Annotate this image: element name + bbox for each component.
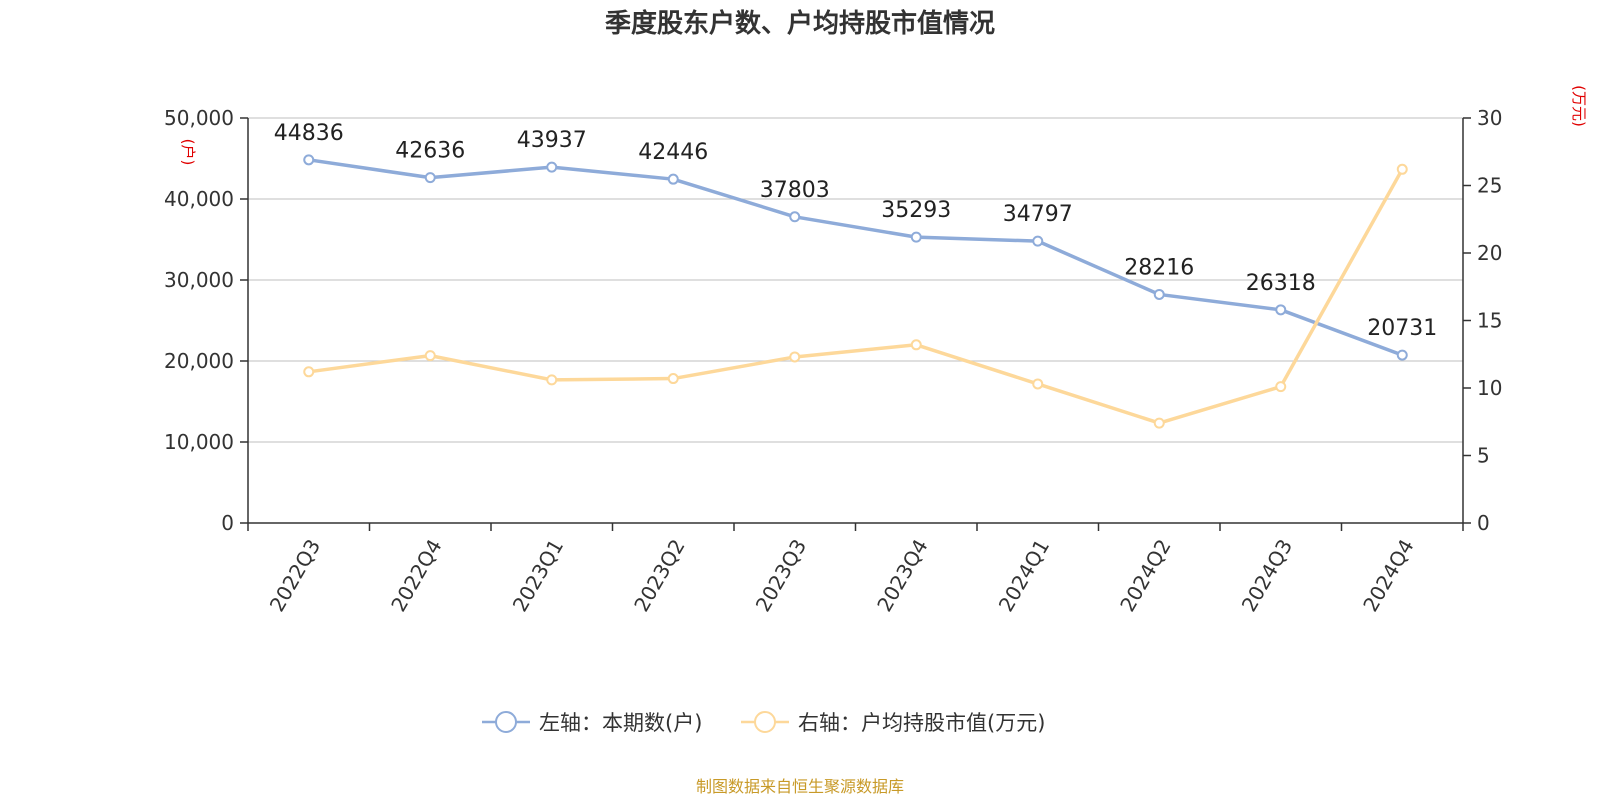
holders-point bbox=[789, 211, 801, 223]
left-tick-label: 20,000 bbox=[164, 349, 234, 373]
market-value-point bbox=[303, 366, 315, 378]
legend-marker-icon bbox=[754, 711, 776, 733]
left-tick-label: 30,000 bbox=[164, 268, 234, 292]
x-tick-label: 2024Q3 bbox=[1237, 535, 1297, 616]
data-label: 34797 bbox=[1003, 202, 1073, 227]
x-tick-label: 2023Q3 bbox=[751, 535, 811, 616]
left-tick-label: 10,000 bbox=[164, 430, 234, 454]
market-value-point bbox=[424, 350, 436, 362]
right-tick-label: 10 bbox=[1477, 376, 1502, 400]
legend-marker-icon bbox=[495, 711, 517, 733]
data-label: 42446 bbox=[638, 140, 708, 165]
left-tick-label: 40,000 bbox=[164, 187, 234, 211]
data-label: 26318 bbox=[1246, 271, 1316, 296]
legend-item-market-value[interactable]: 右轴：户均持股市值(万元) bbox=[741, 711, 1045, 735]
market-value-point bbox=[1396, 163, 1408, 175]
left-tick-label: 0 bbox=[221, 511, 234, 535]
data-label: 43937 bbox=[517, 128, 587, 153]
x-tick-label: 2023Q4 bbox=[872, 535, 932, 616]
right-tick-label: 5 bbox=[1477, 444, 1490, 468]
x-tick-label: 2023Q1 bbox=[508, 535, 568, 616]
right-tick-label: 0 bbox=[1477, 511, 1490, 535]
data-label: 44836 bbox=[274, 121, 344, 146]
holders-point bbox=[546, 161, 558, 173]
right-tick-label: 15 bbox=[1477, 309, 1502, 333]
holders-point bbox=[1275, 304, 1287, 316]
data-label: 37803 bbox=[760, 178, 830, 203]
series-line-holders bbox=[308, 158, 1403, 357]
x-tick-label: 2022Q4 bbox=[386, 535, 446, 616]
market-value-point bbox=[667, 373, 679, 385]
right-axis-unit: (万元) bbox=[1570, 85, 1588, 127]
market-value-point bbox=[789, 351, 801, 363]
legend-label: 左轴：本期数(户) bbox=[539, 711, 702, 735]
series-line-market-value bbox=[308, 168, 1404, 425]
legend-label: 右轴：户均持股市值(万元) bbox=[798, 711, 1045, 735]
holders-point bbox=[667, 173, 679, 185]
chart-title: 季度股东户数、户均持股市值情况 bbox=[605, 8, 995, 39]
data-labels: 44836 42636 43937 42446 37803 35293 34797 28216… bbox=[274, 121, 1438, 341]
market-value-point bbox=[546, 374, 558, 386]
holders-point bbox=[1032, 235, 1044, 247]
market-value-point bbox=[1032, 378, 1044, 390]
market-value-point bbox=[1153, 417, 1165, 429]
left-axis-unit: (户) bbox=[179, 139, 197, 166]
market-value-point bbox=[910, 339, 922, 351]
holders-point bbox=[424, 172, 436, 184]
data-label: 28216 bbox=[1124, 255, 1194, 280]
right-tick-label: 30 bbox=[1477, 106, 1502, 130]
holders-point bbox=[1153, 288, 1165, 300]
holders-point bbox=[910, 231, 922, 243]
source-note: 制图数据来自恒生聚源数据库 bbox=[696, 777, 904, 796]
data-label: 42636 bbox=[395, 139, 465, 164]
series-layer bbox=[303, 154, 1408, 429]
x-tick-label: 2023Q2 bbox=[629, 535, 689, 616]
x-tick-label: 2024Q1 bbox=[994, 535, 1054, 616]
right-tick-label: 20 bbox=[1477, 241, 1502, 265]
holders-point bbox=[303, 154, 315, 166]
data-label: 20731 bbox=[1367, 316, 1437, 341]
left-tick-label: 50,000 bbox=[164, 106, 234, 130]
x-tick-label: 2024Q2 bbox=[1115, 535, 1175, 616]
holders-point bbox=[1396, 349, 1408, 361]
x-tick-label: 2024Q4 bbox=[1358, 535, 1418, 616]
legend-item-holders[interactable]: 左轴：本期数(户) bbox=[482, 711, 702, 735]
market-value-point bbox=[1275, 381, 1287, 393]
right-tick-label: 25 bbox=[1477, 174, 1502, 198]
data-label: 35293 bbox=[881, 198, 951, 223]
legend[interactable]: 左轴：本期数(户) 右轴：户均持股市值(万元) bbox=[482, 711, 1045, 735]
x-tick-label: 2022Q3 bbox=[265, 535, 325, 616]
